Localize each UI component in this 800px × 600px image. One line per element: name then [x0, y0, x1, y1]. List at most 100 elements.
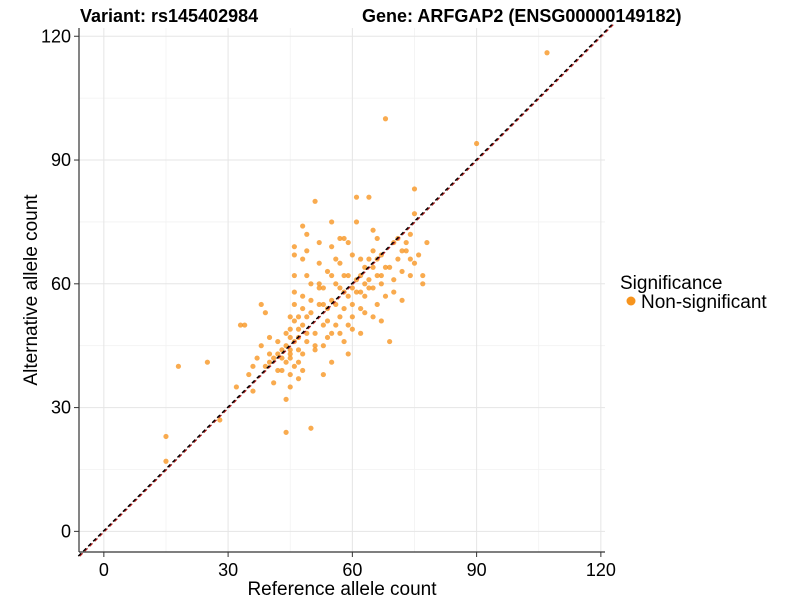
- data-point: [337, 314, 343, 320]
- data-point: [382, 293, 389, 299]
- data-point: [287, 326, 293, 332]
- data-point: [420, 272, 426, 279]
- x-tick-label: 90: [467, 560, 487, 580]
- data-point: [329, 244, 335, 250]
- data-point: [370, 264, 376, 270]
- data-point: [374, 272, 380, 279]
- data-point: [411, 260, 418, 266]
- y-tick-label: 120: [41, 26, 71, 46]
- data-point: [333, 322, 339, 328]
- data-point: [320, 343, 326, 349]
- data-point: [349, 252, 355, 258]
- data-point: [217, 417, 223, 423]
- data-point: [312, 198, 318, 204]
- data-point: [254, 355, 260, 361]
- data-point: [300, 367, 306, 374]
- reference-line-y-equals-x: [79, 23, 615, 557]
- legend-label-non-significant: Non-significant: [641, 292, 767, 313]
- data-point: [291, 289, 297, 295]
- data-point: [287, 314, 293, 320]
- data-point: [308, 297, 314, 303]
- data-point: [242, 322, 248, 328]
- data-point: [366, 285, 372, 291]
- data-point: [324, 268, 331, 275]
- data-point: [391, 289, 397, 295]
- x-tick-label: 0: [99, 560, 109, 580]
- data-point: [329, 330, 335, 336]
- data-point: [246, 371, 252, 378]
- data-point: [291, 301, 297, 308]
- data-point: [329, 359, 335, 365]
- data-point: [300, 305, 306, 312]
- data-point: [349, 326, 355, 332]
- chart-title-gene: Gene: ARFGAP2 (ENSG00000149182): [362, 6, 681, 26]
- data-point: [275, 351, 281, 357]
- data-point: [358, 305, 364, 312]
- data-point: [308, 281, 314, 287]
- data-point: [395, 256, 401, 262]
- data-point: [291, 272, 297, 279]
- data-point: [378, 281, 384, 287]
- data-point: [378, 318, 384, 324]
- data-point: [403, 248, 409, 254]
- data-point: [349, 301, 355, 308]
- data-point: [341, 272, 347, 279]
- data-point: [337, 285, 343, 291]
- data-point: [366, 277, 372, 283]
- data-point: [258, 301, 264, 308]
- data-point: [291, 244, 297, 250]
- data-point: [353, 289, 360, 295]
- data-point: [283, 330, 289, 336]
- data-point: [300, 293, 306, 299]
- data-point: [411, 186, 418, 192]
- data-point: [283, 429, 289, 435]
- data-point: [337, 260, 343, 266]
- data-point: [287, 351, 293, 357]
- data-point: [374, 235, 380, 242]
- data-point: [324, 318, 331, 324]
- data-point: [266, 359, 273, 365]
- x-tick-label: 30: [218, 560, 238, 580]
- data-point: [262, 310, 268, 316]
- legend-marker: [626, 296, 636, 306]
- data-point: [362, 281, 368, 287]
- x-tick-label: 60: [342, 560, 362, 580]
- reference-lines: [77, 23, 615, 557]
- data-point: [358, 330, 364, 336]
- data-point: [544, 50, 550, 56]
- data-point: [382, 116, 389, 122]
- data-point: [316, 281, 322, 287]
- data-point: [353, 219, 360, 225]
- data-point: [287, 371, 293, 378]
- data-point: [304, 338, 310, 345]
- data-point: [362, 293, 368, 299]
- data-point: [275, 367, 281, 374]
- data-point: [416, 252, 422, 258]
- data-point: [279, 367, 285, 374]
- y-axis-title: Alternative allele count: [21, 194, 42, 386]
- data-point: [295, 359, 302, 365]
- data-point: [358, 289, 364, 295]
- y-tick-label: 90: [51, 150, 71, 170]
- data-point: [391, 277, 397, 283]
- data-point: [320, 322, 326, 328]
- data-point: [324, 334, 331, 341]
- data-point: [312, 347, 318, 353]
- data-point: [345, 351, 351, 357]
- data-point: [304, 314, 310, 320]
- data-point: [291, 363, 297, 369]
- chart-title-variant: Variant: rs145402984: [80, 6, 258, 26]
- data-point: [366, 256, 372, 262]
- data-point: [295, 314, 302, 320]
- data-point: [304, 248, 310, 254]
- data-point: [337, 330, 343, 336]
- data-point: [474, 140, 480, 147]
- data-point: [283, 396, 289, 402]
- data-point: [370, 227, 376, 233]
- data-point: [399, 248, 405, 254]
- y-tick-label: 30: [51, 398, 71, 418]
- data-point: [387, 338, 393, 345]
- data-point: [283, 359, 289, 365]
- data-point: [287, 384, 293, 390]
